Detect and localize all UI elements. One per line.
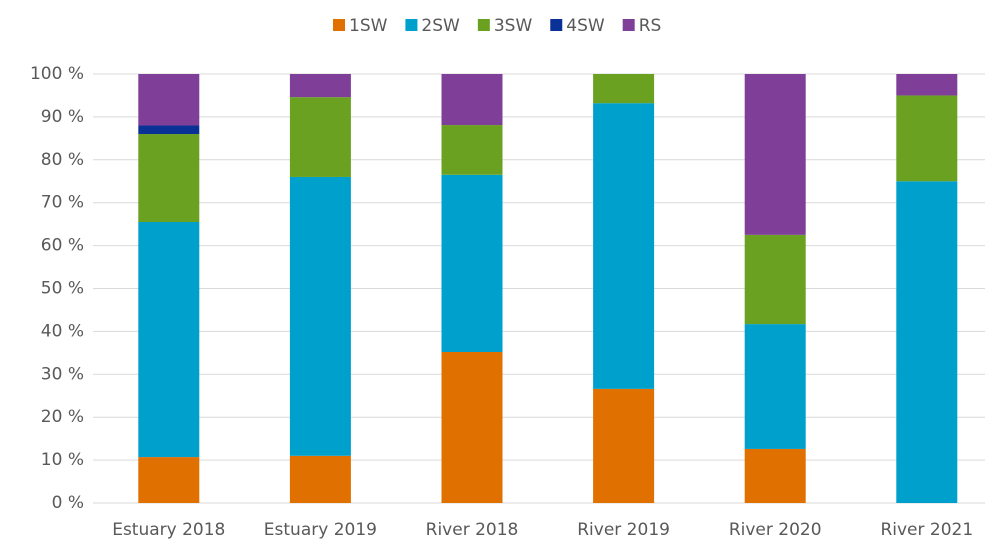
- bar-segment: [441, 74, 503, 126]
- bar-segment: [744, 234, 806, 325]
- y-tick-label: 30 %: [41, 364, 84, 384]
- y-tick-label: 60 %: [41, 236, 84, 256]
- x-tick-label: River 2018: [426, 520, 519, 540]
- bar-segment: [744, 448, 806, 503]
- bar-segment: [289, 176, 351, 456]
- x-tick-label: Estuary 2019: [264, 520, 377, 540]
- bar-segment: [441, 351, 503, 503]
- legend-swatch: [405, 19, 418, 31]
- bar-segment: [896, 95, 958, 182]
- bar-segment: [593, 388, 655, 503]
- x-tick-label: Estuary 2018: [112, 520, 225, 540]
- bar-segment: [744, 74, 806, 235]
- bar-segment: [593, 103, 655, 389]
- bar-segment: [138, 74, 200, 126]
- bar-segment: [138, 134, 200, 223]
- y-tick-label: 70 %: [41, 193, 84, 213]
- y-tick-label: 90 %: [41, 107, 84, 127]
- bar-segment: [896, 74, 958, 96]
- bar-segment: [896, 181, 958, 503]
- legend-swatch: [477, 19, 490, 31]
- x-tick-label: River 2020: [729, 520, 822, 540]
- bar-segment: [289, 455, 351, 503]
- legend-label: 2SW: [421, 16, 460, 36]
- bar-segment: [138, 222, 200, 458]
- bar-segment: [593, 74, 655, 104]
- bar-segment: [289, 74, 351, 98]
- y-tick-label: 50 %: [41, 279, 84, 299]
- x-tick-label: River 2019: [577, 520, 670, 540]
- y-tick-label: 40 %: [41, 321, 84, 341]
- legend-label: 3SW: [494, 16, 533, 36]
- bar-segment: [289, 97, 351, 177]
- legend-swatch: [622, 19, 635, 31]
- y-tick-label: 0 %: [52, 493, 84, 513]
- y-tick-label: 80 %: [41, 150, 84, 170]
- bar-segment: [441, 174, 503, 352]
- bar-segment: [138, 125, 200, 135]
- y-tick-label: 20 %: [41, 407, 84, 427]
- y-tick-label: 100 %: [30, 64, 84, 84]
- bar-segment: [441, 125, 503, 175]
- legend-swatch: [333, 19, 345, 31]
- legend-label: RS: [639, 16, 662, 36]
- legend-swatch: [550, 19, 563, 31]
- x-tick-label: River 2021: [880, 520, 973, 540]
- legend-label: 1SW: [349, 16, 388, 36]
- bar-segment: [744, 324, 806, 449]
- y-tick-label: 10 %: [41, 450, 84, 470]
- bar-segment: [138, 457, 200, 503]
- legend-label: 4SW: [566, 16, 605, 36]
